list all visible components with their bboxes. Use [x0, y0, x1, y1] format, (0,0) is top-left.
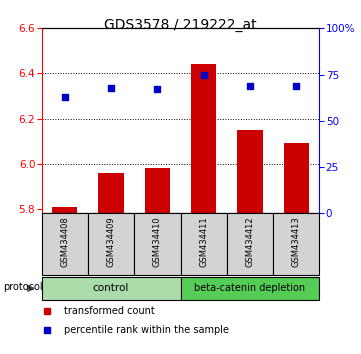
Text: beta-catenin depletion: beta-catenin depletion [195, 283, 305, 293]
Text: GSM434411: GSM434411 [199, 216, 208, 267]
Point [293, 83, 299, 88]
Bar [42, 213, 88, 275]
Point [44, 308, 50, 314]
Text: GSM434409: GSM434409 [106, 216, 116, 267]
Bar [42, 276, 180, 300]
Point [62, 94, 68, 99]
Point [201, 72, 206, 78]
Bar [88, 213, 134, 275]
Bar [180, 213, 227, 275]
Bar [227, 213, 273, 275]
Point [155, 86, 160, 92]
Text: GSM434413: GSM434413 [292, 216, 301, 267]
Bar [273, 213, 319, 275]
Text: control: control [93, 283, 129, 293]
Text: GSM434412: GSM434412 [245, 216, 255, 267]
Bar [98, 173, 124, 213]
Point [44, 327, 50, 333]
Bar [134, 213, 180, 275]
Point [108, 85, 114, 90]
Text: GSM434408: GSM434408 [60, 216, 69, 267]
Text: percentile rank within the sample: percentile rank within the sample [64, 325, 229, 335]
Text: GDS3578 / 219222_at: GDS3578 / 219222_at [104, 18, 257, 32]
Bar [145, 168, 170, 213]
Text: GSM434410: GSM434410 [153, 216, 162, 267]
Bar [191, 64, 216, 213]
Bar [180, 276, 319, 300]
Text: protocol: protocol [4, 281, 43, 292]
Point [247, 83, 253, 88]
Bar [237, 130, 263, 213]
Text: transformed count: transformed count [64, 306, 155, 316]
Bar [284, 143, 309, 213]
Bar [52, 206, 77, 213]
